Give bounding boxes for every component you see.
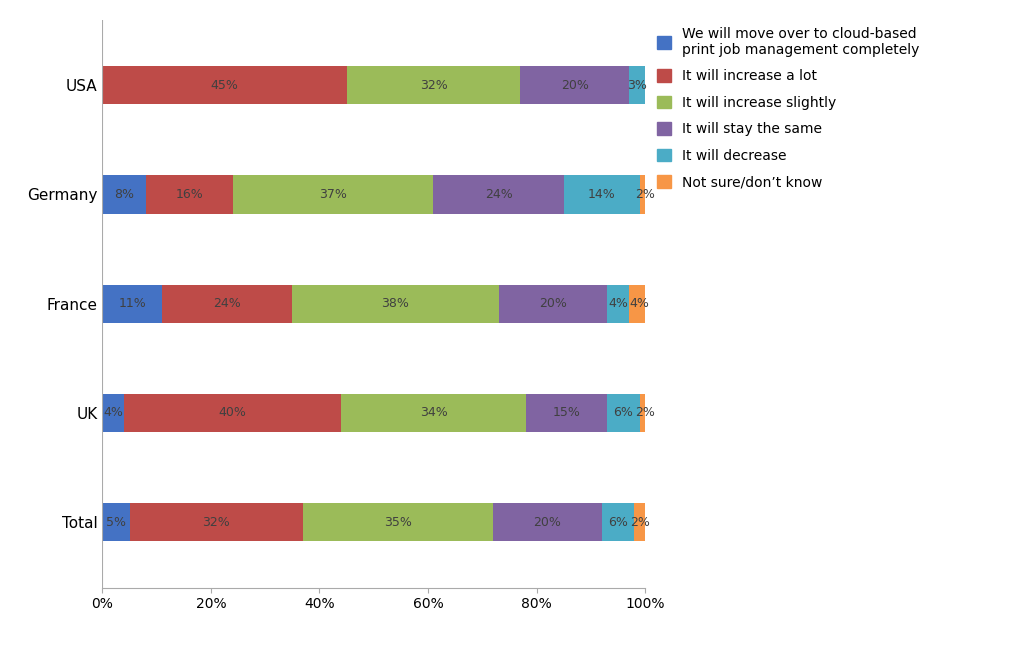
- Bar: [494, 503, 602, 541]
- Bar: [303, 503, 494, 541]
- Text: 32%: 32%: [420, 78, 447, 91]
- Text: 34%: 34%: [420, 406, 447, 419]
- Bar: [145, 175, 232, 214]
- Bar: [629, 285, 650, 323]
- Bar: [102, 175, 145, 214]
- Text: 32%: 32%: [203, 516, 230, 529]
- Bar: [640, 394, 650, 432]
- Bar: [102, 285, 162, 323]
- Text: 5%: 5%: [105, 516, 126, 529]
- Text: 24%: 24%: [484, 188, 512, 201]
- Text: 37%: 37%: [319, 188, 347, 201]
- Text: 4%: 4%: [630, 297, 649, 310]
- Bar: [232, 175, 433, 214]
- Text: 3%: 3%: [627, 78, 647, 91]
- Text: 14%: 14%: [588, 188, 615, 201]
- Text: 16%: 16%: [175, 188, 203, 201]
- Text: 20%: 20%: [539, 297, 567, 310]
- Legend: We will move over to cloud-based
print job management completely, It will increa: We will move over to cloud-based print j…: [657, 27, 920, 189]
- Bar: [525, 394, 607, 432]
- Bar: [563, 175, 640, 214]
- Bar: [607, 394, 640, 432]
- Text: 4%: 4%: [103, 406, 123, 419]
- Bar: [129, 503, 303, 541]
- Text: 6%: 6%: [608, 516, 628, 529]
- Bar: [634, 503, 645, 541]
- Bar: [499, 285, 607, 323]
- Bar: [102, 503, 129, 541]
- Bar: [433, 175, 563, 214]
- Bar: [341, 394, 525, 432]
- Text: 2%: 2%: [635, 406, 655, 419]
- Bar: [162, 285, 293, 323]
- Bar: [102, 394, 124, 432]
- Text: 20%: 20%: [560, 78, 589, 91]
- Text: 38%: 38%: [382, 297, 410, 310]
- Text: 4%: 4%: [608, 297, 628, 310]
- Text: 6%: 6%: [613, 406, 634, 419]
- Text: 45%: 45%: [211, 78, 239, 91]
- Bar: [346, 66, 520, 104]
- Text: 24%: 24%: [213, 297, 241, 310]
- Bar: [629, 66, 645, 104]
- Bar: [607, 285, 629, 323]
- Text: 35%: 35%: [384, 516, 412, 529]
- Text: 2%: 2%: [630, 516, 649, 529]
- Bar: [520, 66, 629, 104]
- Text: 15%: 15%: [553, 406, 581, 419]
- Bar: [124, 394, 341, 432]
- Bar: [602, 503, 634, 541]
- Bar: [102, 66, 346, 104]
- Text: 8%: 8%: [114, 188, 134, 201]
- Text: 11%: 11%: [119, 297, 146, 310]
- Bar: [293, 285, 499, 323]
- Bar: [640, 175, 650, 214]
- Text: 2%: 2%: [635, 188, 655, 201]
- Text: 20%: 20%: [534, 516, 561, 529]
- Text: 40%: 40%: [219, 406, 247, 419]
